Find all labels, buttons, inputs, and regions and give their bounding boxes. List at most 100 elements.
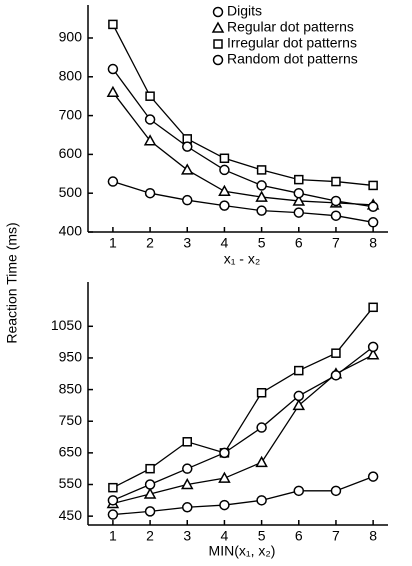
marker [294,174,304,185]
y-tick-label: 800 [59,67,83,83]
legend-marker [212,54,224,66]
marker [219,499,230,511]
x-tick-label: 1 [109,235,117,251]
y-tick-label: 500 [59,184,83,200]
marker [331,176,341,187]
series-line [112,475,374,516]
legend-label: Regular dot patterns [227,19,354,35]
x-tick-label: 1 [109,528,117,544]
marker [145,91,155,101]
marker [330,210,342,221]
marker [367,471,379,482]
marker [293,207,305,218]
series-line [112,24,374,187]
marker [219,153,230,164]
x-tick-label: 8 [369,528,377,544]
x-tick-label: 4 [221,235,229,251]
legend-marker [212,6,224,18]
y-tick-label: 900 [59,29,83,45]
marker [143,134,157,146]
marker [331,348,341,358]
x-tick-label: 3 [183,528,191,544]
x-tick-label: 4 [221,528,229,544]
x-tick-label: 6 [295,528,303,544]
marker [108,19,118,30]
marker [219,200,230,211]
x-tick-label: 5 [258,528,266,544]
marker [182,141,193,152]
y-tick-label: 850 [59,380,83,396]
marker [144,506,156,517]
marker [219,447,230,459]
marker [256,180,267,191]
y-tick-label: 400 [59,223,83,239]
legend-label: Digits [227,3,262,19]
x-tick-label: 3 [183,235,191,251]
marker [256,422,267,433]
legend-marker [213,39,223,49]
marker [256,165,267,175]
y-tick-label: 450 [59,507,83,523]
series-line [112,346,374,501]
marker [144,114,156,125]
y-tick-label: 950 [59,349,83,365]
marker [180,477,194,490]
x-axis-label: MIN(x₁, x₂) [209,543,276,559]
marker [180,163,194,175]
x-tick-label: 5 [258,235,266,251]
legend-label: Random dot patterns [227,51,358,67]
series-line [112,68,374,208]
marker [293,390,305,402]
x-tick-label: 2 [146,235,154,251]
x-axis-label: x₁ - x₂ [224,251,261,267]
marker [256,205,267,216]
marker [292,398,306,411]
marker [143,487,157,499]
marker [366,348,380,360]
marker [256,387,267,398]
marker [107,63,119,75]
y-tick-label: 700 [59,106,83,122]
marker [182,194,193,206]
y-tick-label: 550 [59,475,83,491]
marker [218,471,231,483]
marker [293,485,305,497]
marker [106,85,120,98]
y-tick-label: 750 [59,412,83,428]
y-tick-label: 600 [59,145,83,161]
legend-marker [211,21,225,33]
marker [255,190,268,202]
x-tick-label: 6 [295,235,303,251]
x-tick-label: 7 [332,235,340,251]
marker [294,365,304,376]
marker [293,187,305,199]
marker [256,495,267,506]
marker [330,370,342,381]
marker [182,437,193,447]
marker [368,180,378,191]
marker [367,341,379,353]
x-tick-label: 8 [369,235,377,251]
marker [144,187,156,199]
marker [107,495,119,506]
marker [107,509,119,520]
legend-label: Irregular dot patterns [227,35,357,51]
y-tick-label: 1050 [51,317,82,333]
marker [182,463,193,474]
marker [219,164,230,176]
series-line [112,91,374,206]
marker [368,302,378,313]
marker [330,485,342,497]
series-line [112,306,374,489]
marker [145,463,155,474]
y-axis-label: Reaction Time (ms) [4,222,20,343]
series-line [112,180,374,223]
marker [144,479,156,490]
x-tick-label: 2 [146,528,154,544]
marker [292,194,306,206]
marker [367,201,379,213]
y-tick-label: 650 [59,444,83,460]
marker [182,502,193,513]
x-tick-label: 7 [332,528,340,544]
